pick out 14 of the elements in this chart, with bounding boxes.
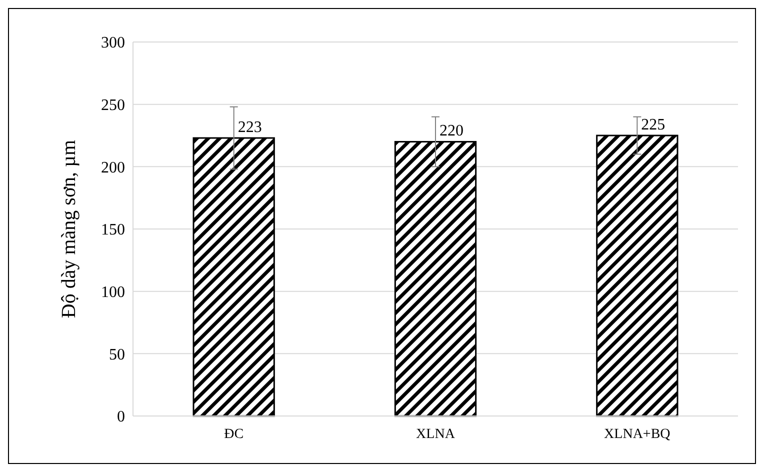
data-label: 223 [238, 118, 262, 136]
y-tick-label: 150 [101, 222, 125, 239]
y-tick-label: 250 [101, 96, 125, 114]
x-tick-label: XLNA+BQ [604, 427, 670, 442]
y-tick-label: 200 [101, 159, 125, 176]
y-tick-label: 50 [109, 346, 125, 364]
y-axis-title: Độ dày màng sơn, µm [58, 139, 80, 318]
data-label: 220 [440, 122, 464, 140]
data-label: 225 [641, 116, 666, 134]
y-tick-label: 100 [101, 284, 125, 301]
x-tick-label: ĐC [224, 427, 244, 442]
x-tick-label: XLNA [416, 427, 456, 442]
y-tick-label: 300 [101, 34, 125, 52]
y-tick-label: 0 [117, 408, 125, 426]
